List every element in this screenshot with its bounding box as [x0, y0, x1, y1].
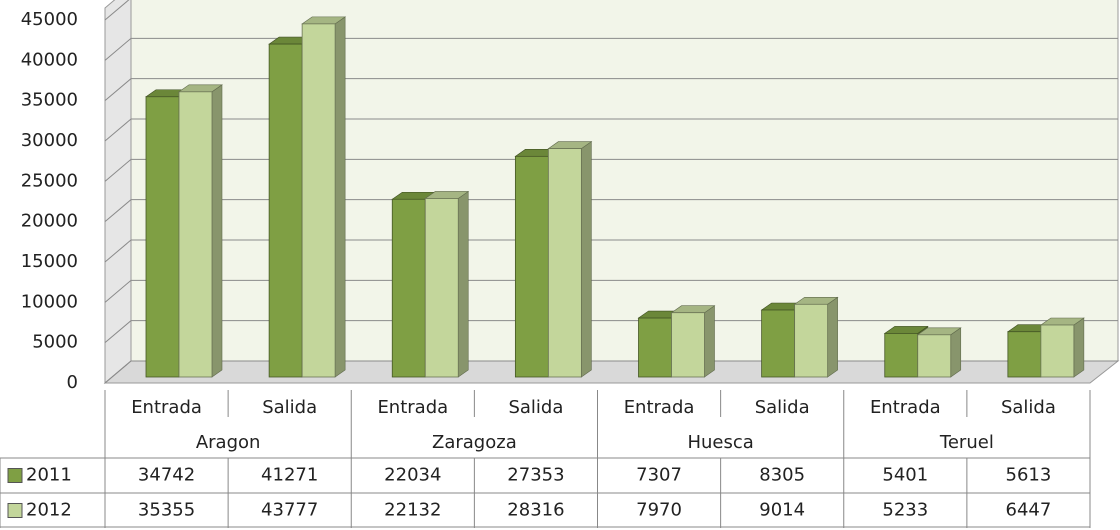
grid-line [104, 0, 130, 21]
table-cell: 27353 [507, 465, 564, 486]
x-tick-label: Salida [262, 397, 317, 418]
legend-swatch [7, 468, 23, 483]
legend-label: 2012 [26, 500, 72, 521]
bar [391, 198, 426, 378]
bar-side [211, 84, 223, 378]
table-cell: 8305 [759, 465, 805, 486]
table-cell: 5401 [882, 465, 928, 486]
grid-line [104, 118, 1118, 142]
table-cell: 22132 [384, 500, 441, 521]
x-tick-label: Salida [755, 397, 810, 418]
table-cell: 9014 [759, 500, 805, 521]
legend-swatch [7, 503, 23, 518]
group-label: Aragon [196, 432, 261, 453]
table-cell: 43777 [261, 500, 318, 521]
bar-side [334, 16, 346, 378]
bar [178, 91, 213, 378]
grid-line [104, 279, 1118, 303]
bar-side [950, 327, 962, 378]
grid-line [104, 199, 1118, 223]
bar [761, 309, 796, 378]
x-tick-label: Entrada [377, 397, 448, 418]
y-tick-label: 40000 [21, 49, 78, 70]
table-cell: 41271 [261, 465, 318, 486]
bar [424, 198, 459, 378]
bar [145, 96, 180, 378]
bar-side [1073, 317, 1085, 378]
y-tick-label: 30000 [21, 130, 78, 151]
bar [638, 317, 672, 378]
table-cell: 7970 [636, 500, 682, 521]
y-tick-label: 0 [67, 372, 78, 393]
table-cell: 7307 [636, 465, 682, 486]
x-tick-label: Entrada [624, 397, 695, 418]
x-tick-label: Salida [1001, 397, 1056, 418]
bar [268, 43, 303, 378]
bar [1007, 331, 1042, 378]
bar [301, 23, 336, 378]
table-cell: 35355 [138, 500, 195, 521]
bar [794, 303, 829, 378]
y-tick-label: 35000 [21, 90, 78, 111]
grid-line [104, 37, 1118, 61]
bar [671, 312, 705, 378]
group-label: Teruel [939, 432, 994, 453]
grid-line [104, 239, 1118, 263]
table-cell: 22034 [384, 465, 441, 486]
bar [514, 155, 549, 378]
bar-side [581, 141, 592, 378]
y-tick-label: 45000 [21, 9, 78, 30]
bar [884, 333, 919, 378]
bar [917, 334, 952, 378]
bar-side [704, 305, 715, 378]
bar [547, 148, 582, 378]
y-tick-label: 20000 [21, 211, 78, 232]
table-cell: 5233 [882, 500, 928, 521]
table-cell: 34742 [138, 465, 195, 486]
floor [103, 360, 1120, 384]
table-cell: 28316 [507, 500, 564, 521]
bar [1040, 324, 1075, 378]
grid-line [104, 158, 1118, 182]
group-label: Zaragoza [432, 432, 517, 453]
y-tick-label: 5000 [32, 332, 78, 353]
x-tick-label: Entrada [131, 397, 202, 418]
table-cell: 6447 [1006, 500, 1052, 521]
x-tick-label: Salida [508, 397, 563, 418]
legend-label: 2011 [26, 465, 72, 486]
x-tick-label: Entrada [870, 397, 941, 418]
table-cell: 5613 [1006, 465, 1052, 486]
bar-side [457, 190, 469, 378]
y-tick-label: 25000 [21, 170, 78, 191]
y-tick-label: 10000 [21, 291, 78, 312]
grid-line [104, 78, 1118, 102]
bar-side [827, 296, 838, 378]
y-tick-label: 15000 [21, 251, 78, 272]
group-label: Huesca [687, 432, 753, 453]
